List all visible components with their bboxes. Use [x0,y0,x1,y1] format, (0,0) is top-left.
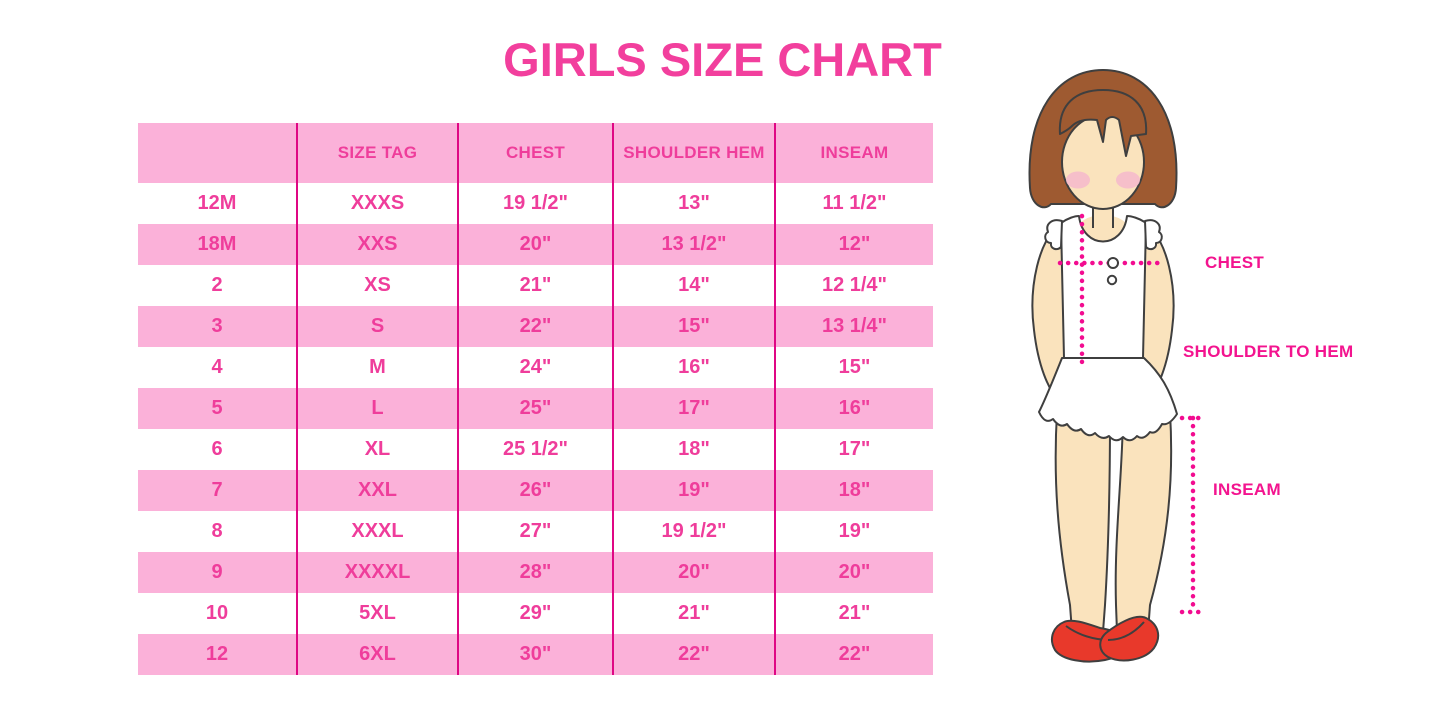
table-cell: XXL [298,470,459,511]
blush-right [1116,171,1140,189]
size-chart-table: SIZE TAG CHEST SHOULDER HEM INSEAM 12M XXXS 19… [138,123,933,675]
leg-left [1054,411,1111,633]
table-cell: 10 [138,593,298,634]
blush-left [1066,171,1090,189]
table-cell: 2 [138,265,298,306]
table-cell: 18" [614,429,776,470]
table-cell: 17" [614,388,776,429]
skirt [1038,357,1178,442]
bangs [1058,89,1148,157]
header-cell [138,123,298,183]
table-cell: 13 1/4" [821,315,888,337]
table-row: 12 6XL 30" 22" 22" [138,634,933,675]
table-cell: XL [298,429,459,470]
table-cell: 19" [838,520,871,542]
table-row: 8 XXXL 27" 19 1/2" 19" [138,511,933,552]
table-cell: 21" [459,265,614,306]
button-top [1107,257,1119,269]
table-cell: 3 [138,306,298,347]
table-row: 5 L 25" 17" 16" [138,388,933,429]
table-row: 3 S 22" 15" 13 1/4" [138,306,933,347]
table-cell: 16" [614,347,776,388]
table-cell: XXS [298,224,459,265]
table-cell: 19 1/2" [614,511,776,552]
table-cell: XXXS [298,183,459,224]
shoulder-ruffle-left [1044,219,1063,251]
table-row: SIZE TAG CHEST SHOULDER HEM INSEAM [138,123,933,183]
table-cell: 15" [838,356,871,378]
table-cell: 8 [138,511,298,552]
table-cell: M [298,347,459,388]
table-cell: 22" [459,306,614,347]
table-cell: 18" [838,479,871,501]
table-row: 2 XS 21" 14" 12 1/4" [138,265,933,306]
table-cell: 29" [459,593,614,634]
table-cell: 13" [614,183,776,224]
table-cell: 18M [138,224,298,265]
table-cell: 12 1/4" [821,274,888,296]
table-cell: 28" [459,552,614,593]
shoulder-to-hem-label: SHOULDER TO HEM [1183,342,1354,361]
table-cell: 5XL [298,593,459,634]
table-cell: S [298,306,459,347]
table-cell: 27" [459,511,614,552]
shoe-right [1099,615,1160,662]
table-cell: 14" [614,265,776,306]
table-cell: 11 1/2" [822,192,887,214]
page-title: GIRLS SIZE CHART [503,33,942,86]
table-cell: 22" [838,643,871,665]
table-row: 10 5XL 29" 21" 21" [138,593,933,634]
table-cell: 24" [459,347,614,388]
table-row: 18M XXS 20" 13 1/2" 12" [138,224,933,265]
chest-label: CHEST [1205,253,1265,272]
table-cell: 19 1/2" [459,183,614,224]
table-cell: 6 [138,429,298,470]
table-cell: 21" [614,593,776,634]
table-cell: 13 1/2" [614,224,776,265]
table-row: 4 M 24" 16" 15" [138,347,933,388]
table-cell: 26" [459,470,614,511]
table-cell: 7 [138,470,298,511]
table-cell: XXXL [298,511,459,552]
leg-right [1114,411,1173,633]
table-row: 6 XL 25 1/2" 18" 17" [138,429,933,470]
table-cell: 12" [838,233,871,255]
table-cell: 21" [838,602,871,624]
table-cell: L [298,388,459,429]
table-cell: 5 [138,388,298,429]
table-cell: 4 [138,347,298,388]
table-cell: XXXXL [298,552,459,593]
table-cell: 6XL [298,634,459,675]
shoulder-ruffle-right [1144,219,1163,251]
table-cell: 20" [459,224,614,265]
table-cell: 25" [459,388,614,429]
table-cell: 16" [838,397,871,419]
table-row: 7 XXL 26" 19" 18" [138,470,933,511]
table-cell: 12M [138,183,298,224]
table-cell: 25 1/2" [459,429,614,470]
table-cell: 19" [614,470,776,511]
button-bottom [1106,274,1118,286]
header-cell: SIZE TAG [298,123,459,183]
table-cell: 20" [614,552,776,593]
table-cell: 20" [838,561,871,583]
girl-illustration [1028,69,1209,663]
table-row: 9 XXXXL 28" 20" 20" [138,552,933,593]
header-cell: CHEST [459,123,614,183]
table-cell: 22" [614,634,776,675]
table-cell: 15" [614,306,776,347]
table-row: 12M XXXS 19 1/2" 13" 11 1/2" [138,183,933,224]
table-cell: 30" [459,634,614,675]
header-cell: SHOULDER HEM [614,123,776,183]
table-cell: 12 [138,634,298,675]
shoe-right-strap [1107,621,1145,641]
table-cell: 9 [138,552,298,593]
table-cell: XS [298,265,459,306]
table-cell: 17" [838,438,871,460]
inseam-label: INSEAM [1213,480,1281,499]
header-cell: INSEAM [820,143,889,162]
